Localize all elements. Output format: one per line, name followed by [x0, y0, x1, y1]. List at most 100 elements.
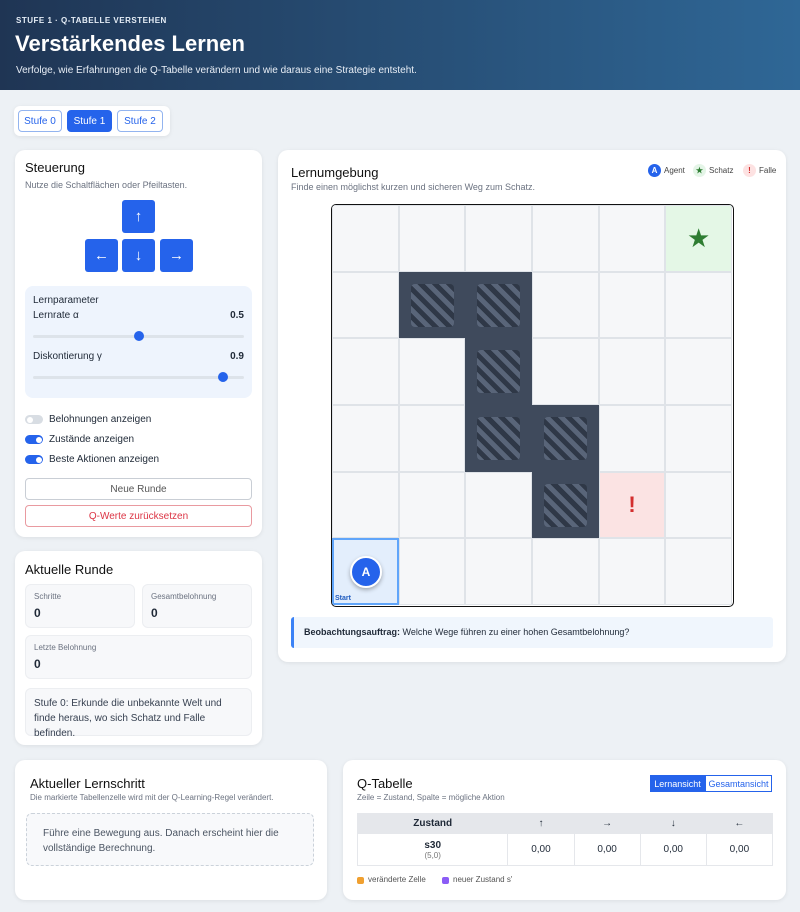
- wall-pattern: [544, 483, 587, 527]
- wall-cell: [465, 338, 532, 405]
- wall-cell: [398, 271, 466, 339]
- tab-bar: Stufe 0 Stufe 1 Stufe 2: [14, 106, 170, 136]
- placeholder: Führe eine Bewegung aus. Danach erschein…: [26, 813, 314, 866]
- wall-cell: [465, 271, 532, 339]
- header-row: Zustand ↑ → ↓ ←: [356, 813, 774, 834]
- column-header: ↑: [507, 813, 575, 834]
- legend-swatch: [442, 877, 449, 884]
- grid-cell: [332, 271, 399, 339]
- treasure: ★: [687, 222, 711, 253]
- param-label: Lernrate α: [33, 310, 79, 321]
- grid-world: ★! A Start: [331, 204, 734, 607]
- grid-cell: [332, 471, 399, 539]
- state-coords: (5,0): [424, 850, 441, 860]
- wall-pattern: [544, 417, 587, 460]
- arrow-button[interactable]: →: [160, 239, 193, 272]
- panel-hint: Die markierte Tabellenzelle wird mit der…: [30, 793, 274, 802]
- qtable-panel: Q-Tabelle Zeile = Zustand, Spalte = mögl…: [343, 760, 786, 900]
- legend-icon: A: [648, 164, 661, 177]
- param-label: Diskontierung γ: [33, 351, 102, 362]
- grid-cell: [598, 405, 666, 472]
- grid-cell: [398, 538, 466, 605]
- grid-cell: [332, 205, 399, 272]
- arrow-button[interactable]: ↑: [122, 200, 155, 233]
- note-text: Stufe 0: Erkunde die unbekannte Welt und…: [34, 698, 222, 739]
- toggle-knob: [35, 456, 42, 463]
- view-toggle[interactable]: Gesamtansicht: [705, 775, 772, 792]
- q-value: 0,00: [639, 833, 707, 866]
- panel-hint: Zeile = Zustand, Spalte = mögliche Aktio…: [357, 793, 505, 802]
- legend-icon: ★: [693, 164, 706, 177]
- trap: !: [628, 491, 636, 517]
- tab[interactable]: Stufe 2: [117, 110, 163, 132]
- legend-label: Schatz: [709, 166, 734, 175]
- start-label: Start: [335, 594, 351, 602]
- params-title: Lernparameter: [33, 295, 99, 306]
- subtitle: Verfolge, wie Erfahrungen die Q-Tabelle …: [16, 65, 417, 76]
- grid-cell: [398, 405, 466, 472]
- stat-box: Gesamtbelohnung 0: [142, 584, 252, 628]
- wall-cell: [532, 405, 599, 472]
- arrow-button[interactable]: ↓: [122, 239, 155, 272]
- column-header: ↓: [639, 813, 707, 834]
- toggle-knob: [26, 416, 33, 423]
- grid-cell: [398, 338, 466, 405]
- toggle[interactable]: [25, 455, 43, 464]
- legend-label: Falle: [759, 166, 777, 175]
- grid-cell: [398, 205, 466, 272]
- wall-pattern: [410, 283, 454, 327]
- grid-cell: [598, 538, 666, 605]
- note: Stufe 0: Erkunde die unbekannte Welt und…: [25, 688, 252, 739]
- grid-cell: [665, 338, 732, 405]
- param-value: 0.5: [230, 310, 244, 321]
- q-table: Zustand ↑ → ↓ ← s30 (5,0) 0,00 0,00 0,00 0,00: [356, 813, 774, 866]
- tab[interactable]: Stufe 1: [67, 110, 112, 132]
- q-value: 0,00: [705, 833, 774, 866]
- grid-cell: !: [598, 471, 666, 539]
- legend-label: veränderte Zelle: [368, 875, 426, 884]
- column-header: Zustand: [356, 813, 509, 834]
- grid-cell: [532, 271, 599, 339]
- action-button[interactable]: Q-Werte zurücksetzen: [25, 505, 252, 527]
- toggle-knob: [35, 436, 42, 443]
- wall-cell: [465, 405, 532, 472]
- q-value: 0,00: [507, 833, 575, 866]
- toggle-label: Belohnungen anzeigen: [49, 414, 152, 425]
- environment-panel: Lernumgebung Finde einen möglichst kurze…: [278, 150, 786, 662]
- column-header: ←: [705, 813, 774, 834]
- stat-label: Letzte Belohnung: [34, 643, 97, 652]
- stat-box: Letzte Belohnung 0: [25, 635, 252, 679]
- placeholder-text: Führe eine Bewegung aus. Danach erschein…: [43, 828, 279, 854]
- column-header: →: [573, 813, 641, 834]
- eyebrow: STUFE 1 · Q-TABELLE VERSTEHEN: [16, 16, 167, 25]
- grid-cell: [598, 205, 666, 272]
- slider-thumb[interactable]: [133, 331, 144, 341]
- wall-pattern: [477, 350, 521, 394]
- params-box: Lernparameter Lernrate α 0.5 Diskontierung…: [25, 286, 252, 398]
- panel-hint: Finde einen möglichst kurzen und sichere…: [291, 182, 535, 192]
- step-panel: Aktueller Lernschritt Die markierte Tabe…: [15, 760, 327, 900]
- grid-cell: [532, 538, 599, 605]
- q-row: s30 (5,0) 0,00 0,00 0,00 0,00: [356, 833, 774, 866]
- view-toggle[interactable]: Lernansicht: [650, 775, 705, 792]
- toggle[interactable]: [25, 415, 43, 424]
- panel-title: Lernumgebung: [291, 165, 379, 180]
- state-cell: s30 (5,0): [356, 833, 509, 866]
- action-button[interactable]: Neue Runde: [25, 478, 252, 500]
- panel-hint: Nutze die Schaltflächen oder Pfeiltasten…: [25, 180, 188, 190]
- grid-cell: [665, 405, 732, 472]
- grid-cell: [665, 471, 732, 539]
- toggle-label: Beste Aktionen anzeigen: [49, 454, 160, 465]
- grid-cell: [665, 538, 732, 605]
- grid-cell: A Start: [332, 538, 399, 605]
- wall-pattern: [477, 283, 521, 327]
- grid-cell: [532, 338, 599, 405]
- stat-value: 0: [34, 657, 41, 671]
- toggle[interactable]: [25, 435, 43, 444]
- arrow-button[interactable]: ←: [85, 239, 118, 272]
- stat-box: Schritte 0: [25, 584, 135, 628]
- tab[interactable]: Stufe 0: [18, 110, 62, 132]
- toggle-label: Zustände anzeigen: [49, 434, 135, 445]
- slider-thumb[interactable]: [217, 372, 228, 382]
